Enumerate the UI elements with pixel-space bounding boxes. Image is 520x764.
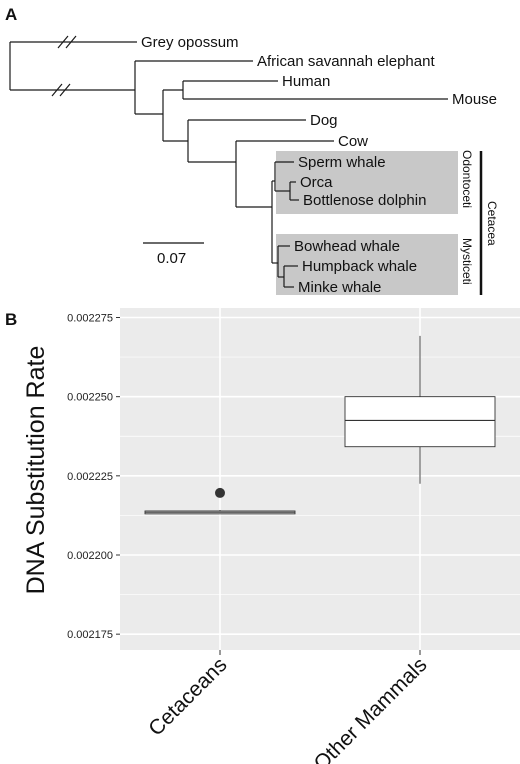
clade-label-cetacea: Cetacea [485, 201, 499, 246]
y-tick-label: 0.002175 [67, 629, 113, 641]
y-tick-label: 0.002200 [67, 550, 113, 562]
outlier-point [215, 487, 225, 498]
clade-label-odontoceti: Odontoceti [460, 150, 474, 208]
scale-bar-label: 0.07 [157, 250, 186, 267]
leaf-orca: Orca [300, 174, 333, 191]
mysticeti-highlight [276, 234, 458, 295]
leaf-human: Human [282, 73, 330, 90]
x-tick-label: Cetaceans [144, 653, 231, 740]
leaf-sperm-whale: Sperm whale [298, 154, 386, 171]
leaf-african-savannah-elephant: African savannah elephant [257, 53, 435, 70]
panel-a-label: A [5, 5, 17, 24]
y-tick-label: 0.002250 [67, 392, 113, 404]
leaf-mouse: Mouse [452, 91, 497, 108]
x-tick-label: Other Mammals [310, 653, 432, 764]
panel-b-label: B [5, 310, 17, 329]
y-tick-label: 0.002225 [67, 471, 113, 483]
leaf-cow: Cow [338, 133, 368, 150]
clade-label-mysticeti: Mysticeti [460, 238, 474, 285]
phylogenetic-tree [9, 35, 448, 288]
plot-panel [120, 308, 520, 650]
y-tick-label: 0.002275 [67, 313, 113, 325]
leaf-grey-opossum: Grey opossum [141, 34, 239, 51]
leaf-dog: Dog [310, 112, 338, 129]
branch-break-mark [51, 83, 71, 97]
boxplot-chart: 0.002175 0.002200 0.002225 0.002250 0.002275… [67, 308, 520, 764]
odontoceti-highlight [276, 151, 458, 214]
leaf-minke-whale: Minke whale [298, 279, 381, 296]
leaf-bowhead-whale: Bowhead whale [294, 238, 400, 255]
box [344, 396, 496, 448]
leaf-humpback-whale: Humpback whale [302, 258, 417, 275]
leaf-bottlenose-dolphin: Bottlenose dolphin [303, 192, 426, 209]
y-axis-title: DNA Substitution Rate [22, 346, 50, 595]
branch-break-mark [57, 35, 77, 49]
